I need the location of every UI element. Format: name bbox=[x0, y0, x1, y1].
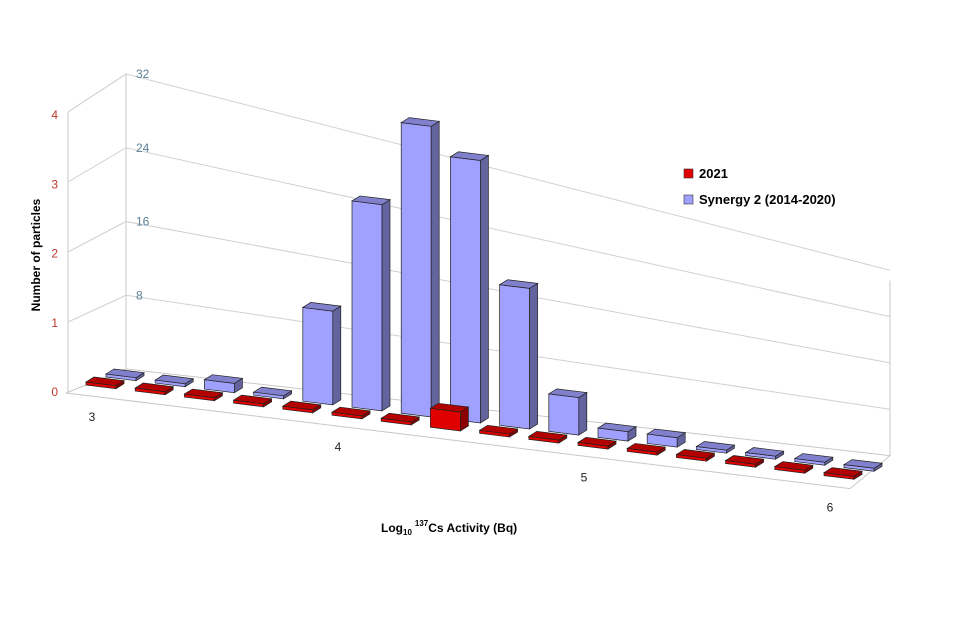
bar-0-10 bbox=[576, 437, 618, 450]
bar-1-15 bbox=[842, 459, 884, 472]
gridline-side bbox=[67, 221, 127, 253]
x-tick-label: 5 bbox=[581, 470, 588, 484]
bar-1-7 bbox=[449, 151, 490, 424]
bar-0-8 bbox=[478, 424, 519, 438]
bars bbox=[84, 117, 884, 480]
bar-0-7 bbox=[429, 402, 470, 432]
primary-y-tick-label: 2 bbox=[51, 247, 58, 261]
primary-y-tick-label: 1 bbox=[51, 316, 58, 330]
bar-1-10 bbox=[596, 422, 638, 442]
bar-1-4 bbox=[301, 302, 342, 406]
legend-label-synergy: Synergy 2 (2014-2020) bbox=[699, 192, 836, 207]
gridline-side bbox=[67, 294, 127, 323]
gridline-side bbox=[67, 147, 127, 183]
gridline bbox=[125, 73, 891, 271]
x-axis-title-sub: 10 bbox=[403, 528, 412, 537]
bar-0-13 bbox=[724, 455, 765, 468]
primary-y-ticks: 0 1 2 3 4 bbox=[51, 108, 58, 399]
primary-y-tick-label: 4 bbox=[51, 108, 58, 122]
x-axis-title-suffix: Cs Activity (Bq) bbox=[428, 521, 517, 535]
x-tick-label: 3 bbox=[89, 410, 96, 424]
x-axis-title: Log10137Cs Activity (Bq) bbox=[381, 519, 517, 537]
bar-0-1 bbox=[134, 382, 175, 396]
gridline bbox=[125, 147, 891, 318]
bar-0-4 bbox=[281, 400, 322, 414]
x-tick-label: 6 bbox=[827, 501, 834, 515]
bar-0-12 bbox=[675, 449, 716, 462]
secondary-y-ticks: 8 16 24 32 bbox=[136, 67, 150, 302]
bar-1-13 bbox=[744, 447, 785, 460]
x-axis-title-prefix: Log bbox=[381, 521, 403, 535]
bar-1-1 bbox=[154, 374, 195, 388]
bar-1-12 bbox=[695, 441, 736, 454]
x-tick-label: 4 bbox=[335, 440, 342, 454]
legend-swatch-2021 bbox=[683, 168, 694, 179]
primary-y-tick-label: 3 bbox=[51, 177, 58, 191]
primary-y-tick-label: 0 bbox=[51, 385, 58, 399]
bar-0-0 bbox=[84, 376, 126, 390]
bar-1-8 bbox=[498, 279, 539, 430]
gridline-side bbox=[67, 73, 127, 113]
secondary-y-tick-label: 32 bbox=[136, 67, 150, 81]
bar-1-11 bbox=[646, 428, 687, 448]
bar-0-15 bbox=[822, 467, 864, 480]
secondary-y-tick-label: 24 bbox=[136, 141, 150, 155]
bar-0-5 bbox=[330, 406, 372, 420]
bar-1-14 bbox=[793, 453, 834, 466]
bar-0-9 bbox=[527, 430, 568, 444]
bar-1-0 bbox=[104, 368, 146, 382]
legend-label-2021: 2021 bbox=[699, 166, 728, 181]
bar-0-2 bbox=[183, 388, 224, 402]
bar-1-5 bbox=[350, 195, 392, 412]
legend: 2021 Synergy 2 (2014-2020) bbox=[683, 166, 836, 207]
legend-swatch-synergy bbox=[683, 194, 694, 205]
bar-1-6 bbox=[400, 117, 441, 418]
bar-1-2 bbox=[203, 374, 244, 394]
bar-1-3 bbox=[252, 386, 293, 400]
secondary-y-tick-label: 8 bbox=[136, 288, 143, 302]
bar-0-14 bbox=[773, 461, 814, 474]
secondary-y-tick-label: 16 bbox=[136, 215, 150, 229]
bar-1-9 bbox=[547, 388, 588, 436]
x-axis-title-sup: 137 bbox=[415, 519, 429, 528]
x-ticks: 3 4 5 6 bbox=[89, 410, 834, 515]
y-axis-title: Number of particles bbox=[29, 198, 43, 311]
bar-0-6 bbox=[380, 412, 421, 426]
bar-0-3 bbox=[232, 394, 273, 408]
bar-0-11 bbox=[626, 443, 667, 456]
